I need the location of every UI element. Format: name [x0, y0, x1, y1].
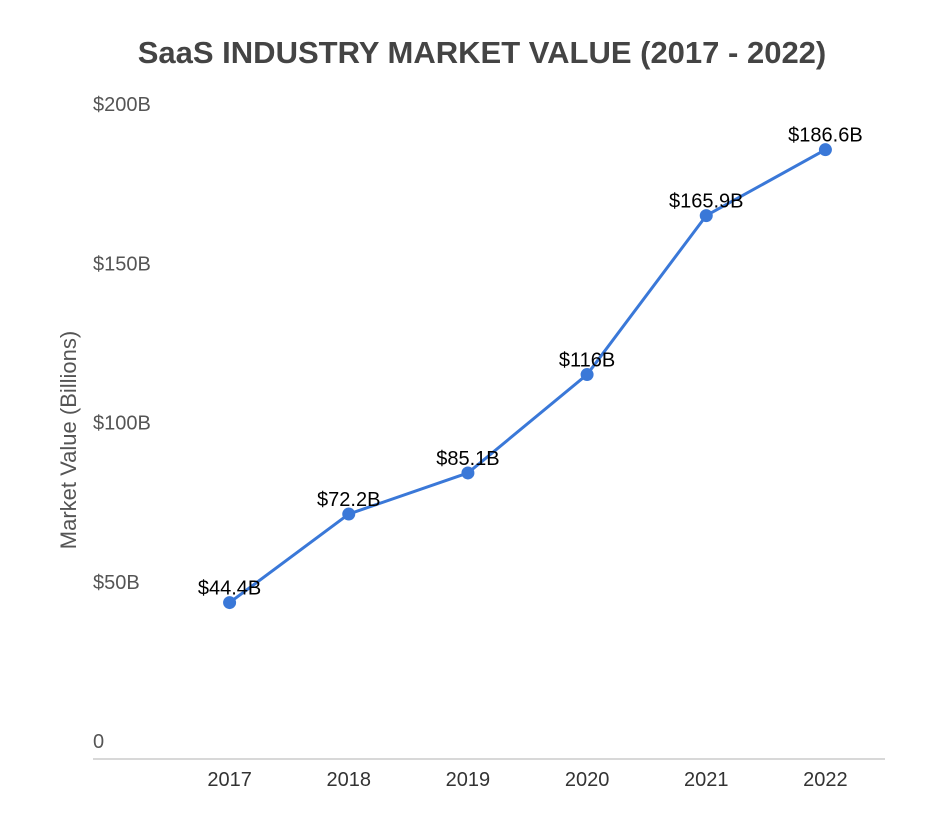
data-label: $165.9B [669, 191, 744, 213]
data-label: $85.1B [436, 448, 499, 470]
data-label: $186.6B [788, 125, 863, 147]
y-tick-label: $200B [93, 94, 151, 116]
data-label: $72.2B [317, 489, 380, 511]
x-axis-ticks: 2017 2018 2019 2020 2021 2022 [207, 769, 847, 791]
data-label: $44.4B [198, 578, 261, 600]
data-point [223, 596, 237, 610]
y-axis-ticks: 0 $50B $100B $150B $200B [93, 94, 151, 753]
x-tick-label: 2022 [803, 769, 848, 791]
x-tick-label: 2018 [327, 769, 372, 791]
data-points [223, 143, 832, 610]
x-tick-label: 2019 [446, 769, 491, 791]
x-tick-label: 2021 [684, 769, 729, 791]
data-label: $116B [559, 350, 615, 372]
data-point [580, 368, 594, 382]
y-axis-label: Market Value (Billions) [56, 331, 81, 549]
data-point [699, 209, 713, 223]
data-point [461, 466, 475, 480]
y-tick-label: $150B [93, 253, 151, 275]
data-labels: $44.4B $72.2B $85.1B $116B $165.9B $186.6B [198, 125, 863, 600]
data-point [818, 143, 832, 157]
y-tick-label: 0 [93, 731, 104, 753]
y-tick-label: $100B [93, 413, 151, 435]
series-line [228, 148, 827, 605]
x-tick-label: 2017 [207, 769, 252, 791]
chart-title: SaaS INDUSTRY MARKET VALUE (2017 - 2022) [138, 35, 827, 70]
y-tick-label: $50B [93, 572, 140, 594]
x-tick-label: 2020 [565, 769, 610, 791]
data-point [342, 507, 356, 521]
